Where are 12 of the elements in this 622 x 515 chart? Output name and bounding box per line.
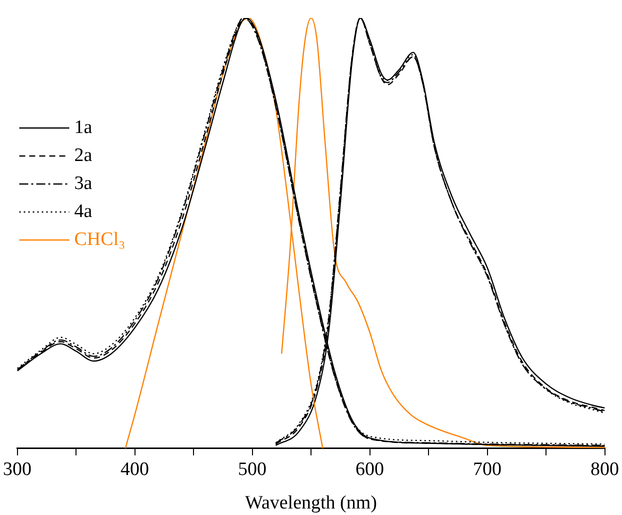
x-axis-title: Wavelength (nm) [245, 492, 377, 514]
x-tick-label: 600 [356, 458, 384, 480]
x-tick-label: 300 [3, 458, 32, 480]
legend-label: 4a [74, 200, 93, 222]
x-tick-label: 500 [238, 458, 266, 480]
legend-label: 3a [74, 172, 93, 194]
legend-label: CHCl₃ [74, 228, 126, 250]
legend-label: 2a [74, 144, 93, 166]
legend-label: 1a [74, 116, 93, 138]
x-tick-label: 400 [120, 458, 149, 480]
x-tick-label: 700 [473, 458, 502, 480]
x-tick-label: 800 [590, 458, 619, 480]
